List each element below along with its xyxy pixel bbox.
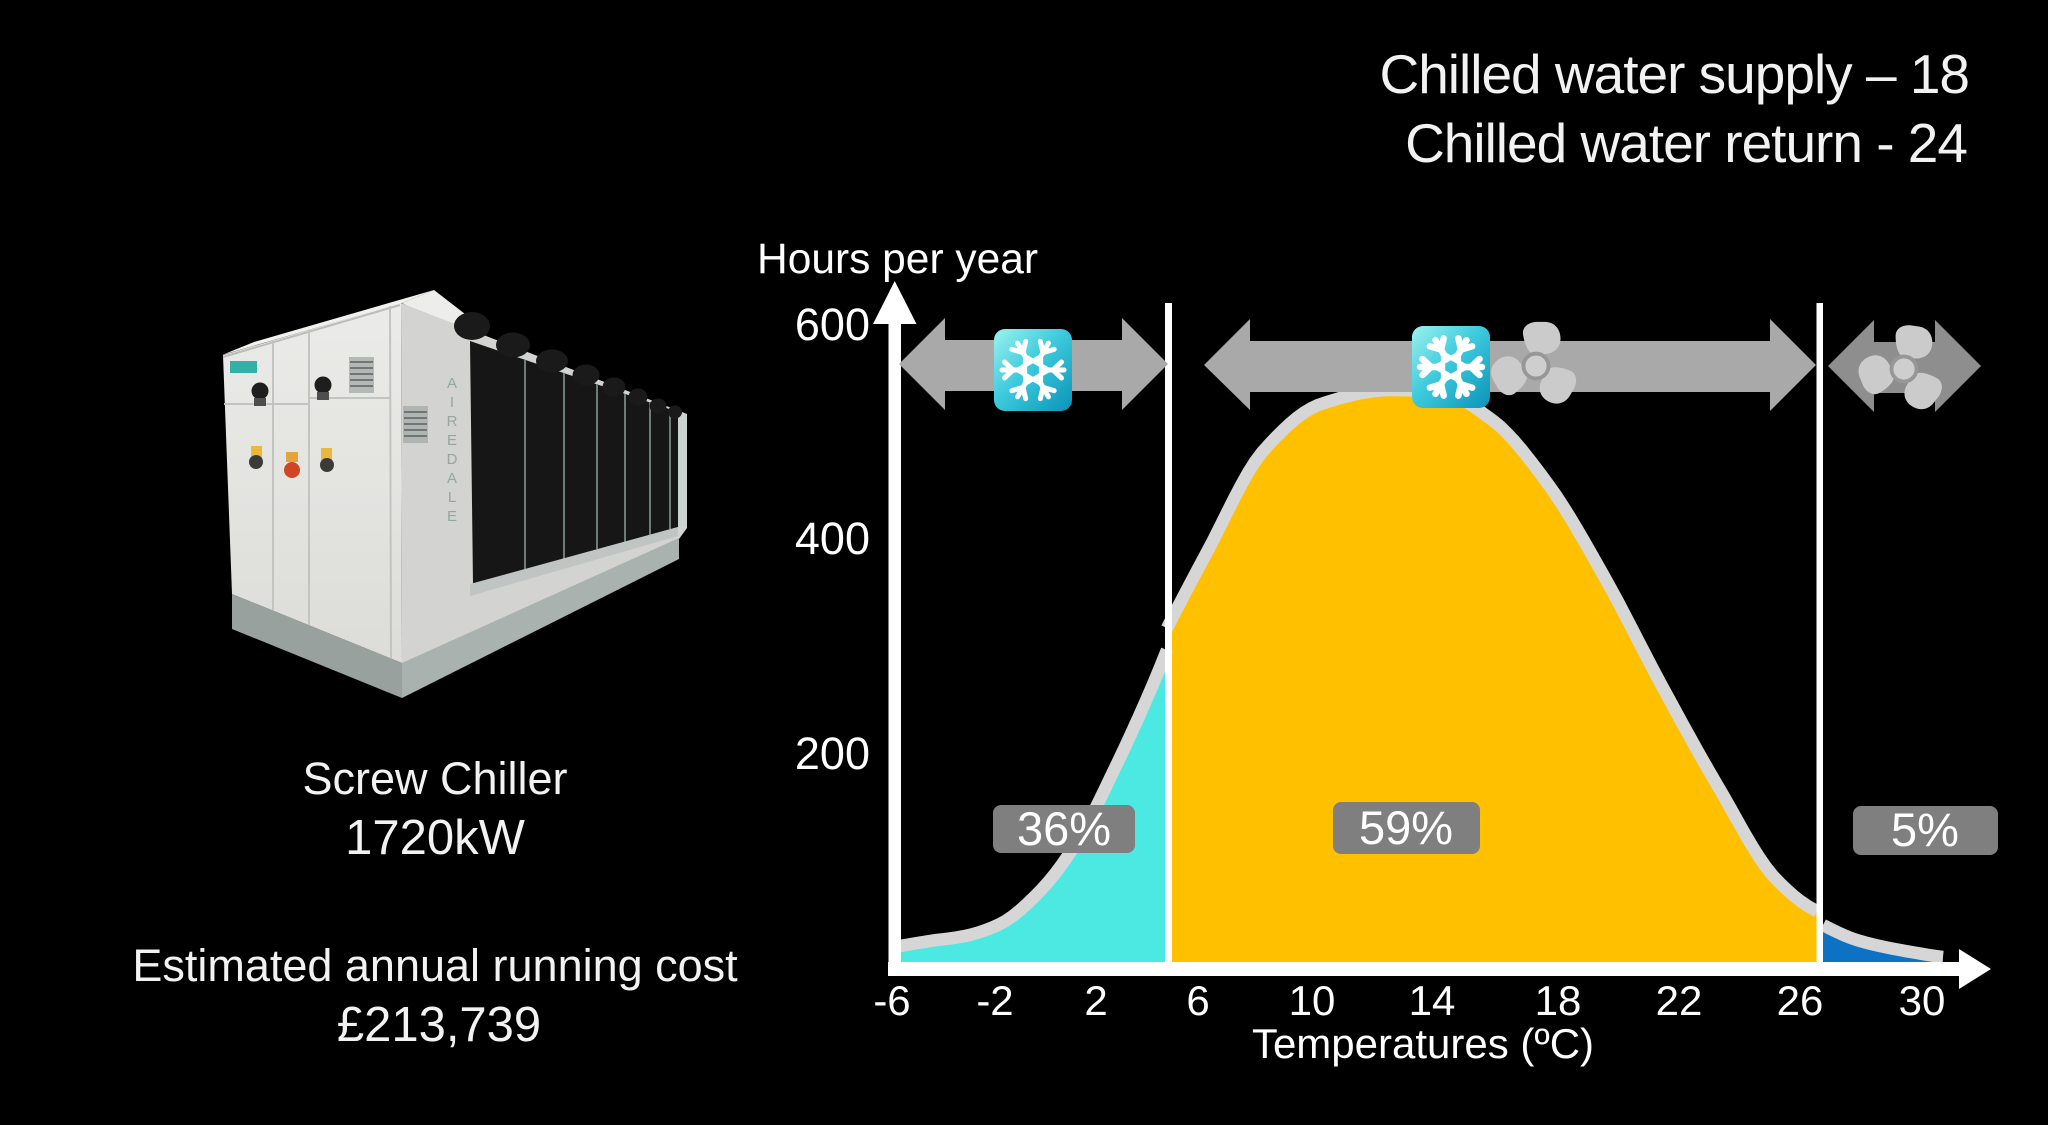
svg-text:22: 22	[1656, 977, 1703, 1024]
svg-text:2: 2	[1084, 977, 1107, 1024]
svg-text:D: D	[447, 451, 458, 468]
svg-text:E: E	[447, 432, 457, 449]
svg-text:Chilled water return - 24: Chilled water return - 24	[1405, 112, 1967, 174]
svg-text:-2: -2	[976, 977, 1013, 1024]
svg-text:10: 10	[1289, 977, 1336, 1024]
svg-text:36%: 36%	[1017, 802, 1111, 855]
svg-text:1720kW: 1720kW	[345, 811, 526, 865]
svg-text:600: 600	[795, 299, 870, 350]
svg-text:I: I	[450, 394, 454, 411]
svg-text:Temperatures (ºC): Temperatures (ºC)	[1252, 1020, 1594, 1067]
svg-text:R: R	[447, 413, 458, 430]
svg-text:-6: -6	[873, 977, 910, 1024]
svg-text:26: 26	[1777, 977, 1824, 1024]
svg-text:Screw Chiller: Screw Chiller	[302, 753, 567, 804]
svg-text:14: 14	[1409, 977, 1456, 1024]
svg-text:18: 18	[1535, 977, 1582, 1024]
svg-text:6: 6	[1186, 977, 1209, 1024]
svg-text:E: E	[447, 508, 457, 525]
svg-text:A: A	[447, 375, 457, 392]
svg-text:Hours per year: Hours per year	[757, 236, 1038, 283]
svg-text:400: 400	[795, 513, 870, 564]
svg-text:Chilled water supply – 18: Chilled water supply – 18	[1379, 43, 1969, 105]
svg-text:L: L	[448, 489, 456, 506]
svg-text:30: 30	[1899, 977, 1946, 1024]
svg-text:A: A	[447, 470, 457, 487]
svg-text:59%: 59%	[1359, 801, 1453, 854]
svg-text:200: 200	[795, 728, 870, 779]
svg-text:£213,739: £213,739	[337, 998, 541, 1052]
svg-text:5%: 5%	[1891, 803, 1959, 856]
svg-text:Estimated annual running cost: Estimated annual running cost	[132, 940, 738, 991]
